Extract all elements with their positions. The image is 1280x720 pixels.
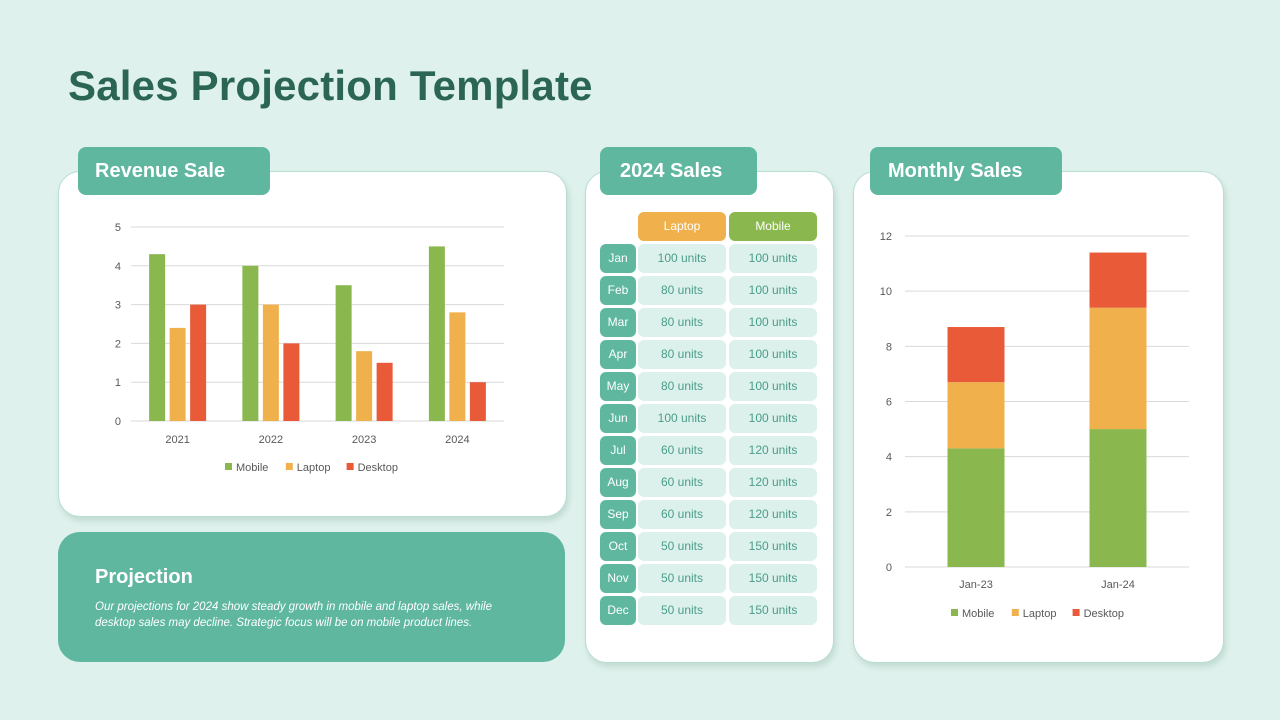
header-mobile: Mobile <box>729 212 817 241</box>
bar-desktop-2022 <box>283 343 300 421</box>
y-tick-label: 10 <box>880 286 892 298</box>
month-label: Nov <box>600 564 636 593</box>
revenue-chart: 0 1 2 3 4 5 2021 2022 2023 2024 Mobile Laptop Deskto… <box>115 222 504 474</box>
month-label: Jul <box>600 436 636 465</box>
laptop-units-cell: 50 units <box>638 564 726 593</box>
y-tick-label: 4 <box>115 261 121 273</box>
month-label: Jun <box>600 404 636 433</box>
month-label: Mar <box>600 308 636 337</box>
mobile-units-cell: 150 units <box>729 564 817 593</box>
mobile-units-cell: 100 units <box>729 340 817 369</box>
bar-mobile-2021 <box>149 254 166 421</box>
stack-laptop-Jan-24 <box>1089 307 1147 430</box>
month-label: Dec <box>600 596 636 625</box>
month-label: Feb <box>600 276 636 305</box>
legend-label: Laptop <box>297 462 331 474</box>
sales-2024-tab: 2024 Sales <box>600 147 757 195</box>
y-tick-label: 12 <box>880 231 892 243</box>
laptop-units-cell: 80 units <box>638 372 726 401</box>
legend-label: Mobile <box>962 608 994 620</box>
page-title: Sales Projection Template <box>68 62 593 109</box>
laptop-units-cell: 60 units <box>638 436 726 465</box>
legend-swatch <box>951 609 958 616</box>
mobile-units-cell: 120 units <box>729 500 817 529</box>
x-tick-label: Jan-24 <box>1101 579 1135 591</box>
x-tick-label: 2024 <box>445 434 469 446</box>
revenue-card <box>58 171 567 517</box>
legend-label: Mobile <box>236 462 268 474</box>
laptop-units-cell: 100 units <box>638 244 726 273</box>
x-tick-label: 2021 <box>165 434 189 446</box>
y-tick-label: 0 <box>115 416 121 428</box>
laptop-units-cell: 50 units <box>638 596 726 625</box>
month-label: Sep <box>600 500 636 529</box>
laptop-units-cell: 60 units <box>638 500 726 529</box>
laptop-units-cell: 80 units <box>638 308 726 337</box>
y-tick-label: 0 <box>886 562 892 574</box>
month-label: Aug <box>600 468 636 497</box>
legend-swatch <box>1011 609 1019 616</box>
mobile-units-cell: 150 units <box>729 596 817 625</box>
x-tick-label: Jan-23 <box>959 579 993 591</box>
month-label: Oct <box>600 532 636 561</box>
bar-desktop-2024 <box>469 382 486 421</box>
bar-laptop-2022 <box>262 304 279 421</box>
bar-laptop-2021 <box>169 327 186 421</box>
laptop-units-cell: 80 units <box>638 276 726 305</box>
legend-swatch <box>285 463 293 470</box>
legend-label: Desktop <box>358 462 398 474</box>
bar-laptop-2024 <box>449 312 466 421</box>
revenue-tab: Revenue Sale <box>78 147 270 195</box>
y-tick-label: 8 <box>886 341 892 353</box>
month-label: Jan <box>600 244 636 273</box>
monthly-card <box>853 171 1224 663</box>
legend-label: Laptop <box>1023 608 1057 620</box>
legend-swatch <box>225 463 232 470</box>
y-tick-label: 3 <box>115 300 121 312</box>
legend-swatch <box>346 463 354 470</box>
legend-swatch <box>1072 609 1080 616</box>
mobile-units-cell: 100 units <box>729 276 817 305</box>
laptop-units-cell: 100 units <box>638 404 726 433</box>
projection-text: Our projections for 2024 show steady gro… <box>95 601 492 629</box>
bar-laptop-2023 <box>356 351 373 421</box>
stack-mobile-Jan-24 <box>1089 429 1147 567</box>
stack-desktop-Jan-24 <box>1089 252 1147 308</box>
mobile-units-cell: 100 units <box>729 308 817 337</box>
month-label: May <box>600 372 636 401</box>
mobile-units-cell: 120 units <box>729 468 817 497</box>
y-tick-label: 2 <box>886 507 892 519</box>
bar-mobile-2022 <box>242 265 259 421</box>
bar-mobile-2024 <box>428 246 445 421</box>
x-tick-label: 2023 <box>352 434 376 446</box>
projection-box: Projection Our projections for 2024 show… <box>58 532 565 662</box>
month-label: Apr <box>600 340 636 369</box>
mobile-units-cell: 100 units <box>729 404 817 433</box>
stack-laptop-Jan-23 <box>947 382 1005 449</box>
y-tick-label: 1 <box>115 377 121 389</box>
stack-desktop-Jan-23 <box>947 327 1005 383</box>
projection-title: Projection <box>95 566 193 588</box>
y-tick-label: 5 <box>115 222 121 234</box>
monthly-tab: Monthly Sales <box>870 147 1062 195</box>
y-tick-label: 2 <box>115 338 121 350</box>
mobile-units-cell: 100 units <box>729 244 817 273</box>
legend-label: Desktop <box>1084 608 1124 620</box>
laptop-units-cell: 80 units <box>638 340 726 369</box>
header-laptop: Laptop <box>638 212 726 241</box>
laptop-units-cell: 50 units <box>638 532 726 561</box>
monthly-chart: 0 2 4 6 8 10 12 Jan-23 Jan-24 Mobile Laptop Desktop <box>880 231 1189 620</box>
bar-desktop-2021 <box>190 304 207 421</box>
x-tick-label: 2022 <box>259 434 283 446</box>
y-tick-label: 4 <box>886 452 892 464</box>
stack-mobile-Jan-23 <box>947 448 1005 567</box>
bar-mobile-2023 <box>335 285 352 421</box>
mobile-units-cell: 100 units <box>729 372 817 401</box>
y-tick-label: 6 <box>886 397 892 409</box>
bar-desktop-2023 <box>376 362 393 421</box>
mobile-units-cell: 120 units <box>729 436 817 465</box>
mobile-units-cell: 150 units <box>729 532 817 561</box>
laptop-units-cell: 60 units <box>638 468 726 497</box>
